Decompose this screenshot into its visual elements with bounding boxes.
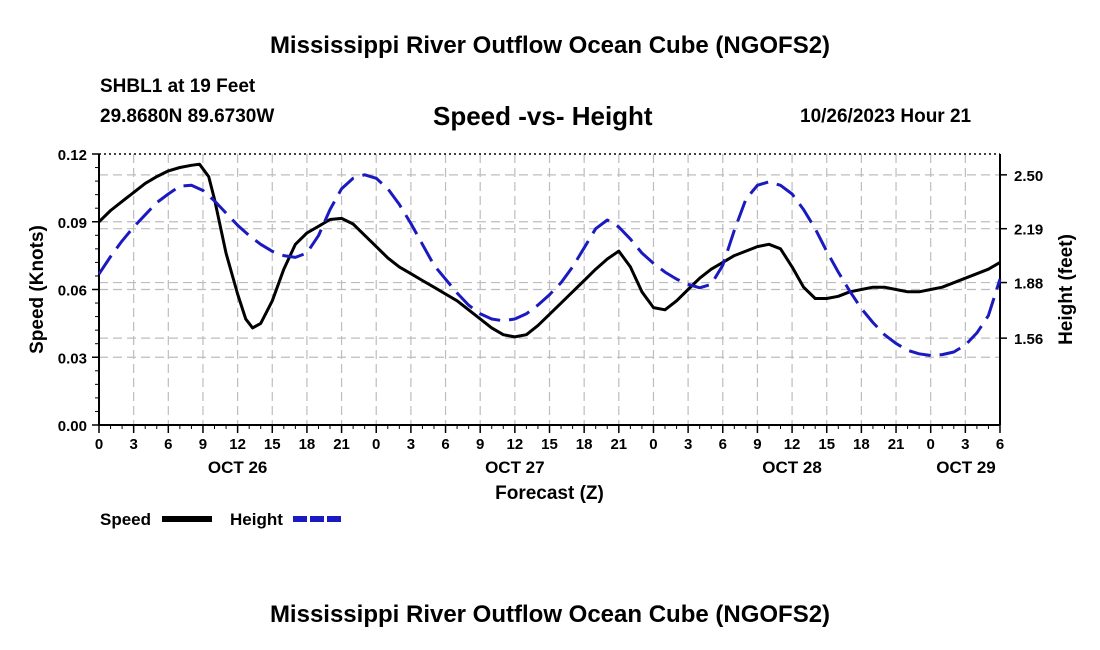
x-tick-label: 12 xyxy=(784,436,801,453)
y-tick-label: 0.00 xyxy=(58,418,87,435)
y2-tick-label: 1.56 xyxy=(1014,331,1043,348)
x-tick-label: 21 xyxy=(610,436,627,453)
chart-title: Mississippi River Outflow Ocean Cube (NG… xyxy=(269,32,831,59)
x-tick-label: 15 xyxy=(264,436,281,453)
chart-subtitle: Speed -vs- Height xyxy=(433,101,653,131)
y-tick-label: 0.12 xyxy=(58,147,87,164)
x-tick-label: 9 xyxy=(476,436,484,453)
y2-tick-label: 2.19 xyxy=(1014,222,1043,239)
x-tick-label: 18 xyxy=(853,436,870,453)
x-tick-label: 21 xyxy=(333,436,350,453)
y-tick-label: 0.03 xyxy=(58,350,87,367)
x-tick-label: 3 xyxy=(684,436,692,453)
series-line-speed xyxy=(97,162,1001,339)
x-date-label: OCT 26 xyxy=(208,458,268,477)
speed-height-chart: 0 3 6 9 12 15 18 21 0 3 6 9 12 15 18 21 0 3 6 9 12 15 18 21 0 3 6O… xyxy=(27,147,1077,529)
x-tick-label: 9 xyxy=(199,436,207,453)
x-date-label: OCT 29 xyxy=(936,458,996,477)
y2-tick-label: 2.50 xyxy=(1014,168,1043,185)
x-tick-label: 0 xyxy=(95,436,103,453)
legend-label-speed: Speed xyxy=(100,510,151,529)
forecast-datetime: 10/26/2023 Hour 21 xyxy=(800,106,972,127)
x-tick-label: 18 xyxy=(576,436,593,453)
x-tick-label: 18 xyxy=(299,436,316,453)
x-tick-label: 0 xyxy=(649,436,657,453)
x-tick-label: 3 xyxy=(961,436,969,453)
footer-title: Mississippi River Outflow Ocean Cube (NG… xyxy=(269,601,831,628)
x-tick-label: 0 xyxy=(927,436,935,453)
x-date-label: OCT 28 xyxy=(762,458,822,477)
station-coordinates: 29.8680N 89.6730W xyxy=(100,106,275,127)
series-line-height xyxy=(97,173,1002,357)
x-tick-label: 6 xyxy=(441,436,449,453)
x-tick-label: 12 xyxy=(229,436,246,453)
x-tick-label: 9 xyxy=(753,436,761,453)
y-tick-label: 0.06 xyxy=(58,283,87,300)
x-tick-label: 15 xyxy=(541,436,558,453)
x-tick-label: 15 xyxy=(818,436,835,453)
legend-label-height: Height xyxy=(230,510,283,529)
x-date-label: OCT 27 xyxy=(485,458,545,477)
y2-axis-title: Height (feet) xyxy=(1056,234,1077,345)
y-axis-title: Speed (Knots) xyxy=(27,225,48,354)
y-tick-label: 0.09 xyxy=(58,215,87,232)
x-tick-label: 3 xyxy=(129,436,137,453)
x-tick-label: 12 xyxy=(507,436,524,453)
station-label: SHBL1 at 19 Feet xyxy=(100,76,256,97)
x-tick-label: 6 xyxy=(164,436,172,453)
x-tick-label: 6 xyxy=(719,436,727,453)
y2-tick-label: 1.88 xyxy=(1014,276,1043,293)
x-tick-label: 21 xyxy=(888,436,905,453)
x-tick-label: 3 xyxy=(407,436,415,453)
x-tick-label: 6 xyxy=(996,436,1004,453)
x-axis-title: Forecast (Z) xyxy=(495,483,604,504)
x-tick-label: 0 xyxy=(372,436,380,453)
